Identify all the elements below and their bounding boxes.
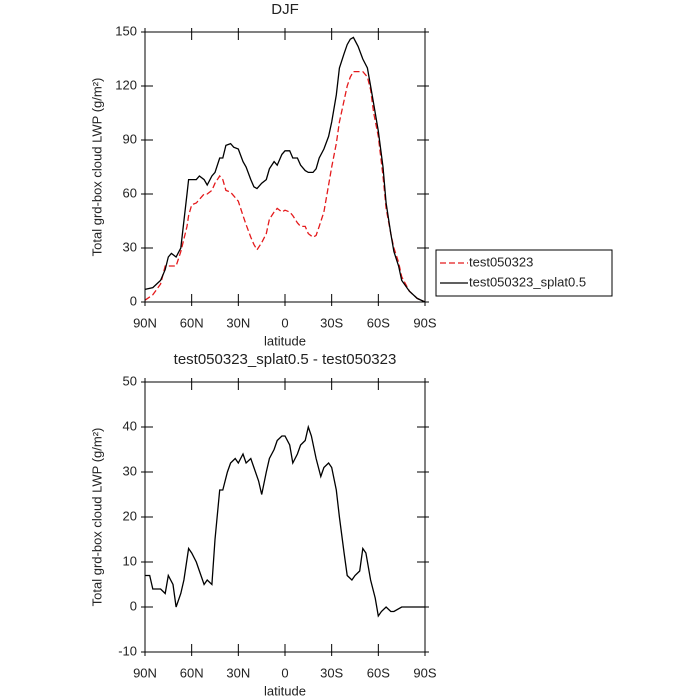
y-tick-label: -10: [118, 643, 137, 658]
x-tick-label: 90S: [413, 665, 436, 680]
y-tick-label: 30: [123, 463, 137, 478]
x-tick-label: 30N: [226, 665, 250, 680]
data-line: [144, 70, 426, 303]
plot-frame: [144, 381, 426, 653]
y-tick-label: 0: [130, 293, 137, 308]
x-tick-label: 90S: [413, 315, 436, 330]
x-tick-label: 30S: [320, 315, 343, 330]
legend-label: test050323_splat0.5: [469, 274, 586, 289]
x-tick-label: 30S: [320, 665, 343, 680]
x-tick-label: 90N: [133, 665, 157, 680]
y-tick-label: 90: [123, 131, 137, 146]
y-tick-label: 20: [123, 508, 137, 523]
x-tick-label: 60S: [367, 315, 390, 330]
y-tick-label: 60: [123, 185, 137, 200]
chart-title: test050323_splat0.5 - test050323: [174, 351, 397, 368]
y-tick-label: 10: [123, 553, 137, 568]
x-tick-label: 90N: [133, 315, 157, 330]
x-axis-label: latitude: [264, 333, 306, 348]
x-tick-label: 0: [281, 665, 288, 680]
y-tick-label: 0: [130, 598, 137, 613]
y-axis-label: Total grd-box cloud LWP (g/m²): [89, 78, 104, 257]
data-line: [144, 36, 426, 303]
legend-label: test050323: [469, 254, 533, 269]
y-tick-label: 40: [123, 418, 137, 433]
data-line: [145, 424, 425, 618]
x-tick-label: 30N: [226, 315, 250, 330]
x-tick-label: 0: [281, 315, 288, 330]
y-tick-label: 120: [115, 77, 137, 92]
y-tick-label: 150: [115, 23, 137, 38]
chart-title: DJF: [271, 1, 299, 18]
y-axis-label: Total grd-box cloud LWP (g/m²): [89, 428, 104, 607]
legend-box: [435, 249, 613, 297]
plot-frame: [144, 31, 426, 303]
y-tick-label: 30: [123, 239, 137, 254]
x-tick-label: 60N: [180, 315, 204, 330]
x-axis-label: latitude: [264, 683, 306, 698]
x-tick-label: 60S: [367, 665, 390, 680]
x-tick-label: 60N: [180, 665, 204, 680]
y-tick-label: 50: [123, 373, 137, 388]
